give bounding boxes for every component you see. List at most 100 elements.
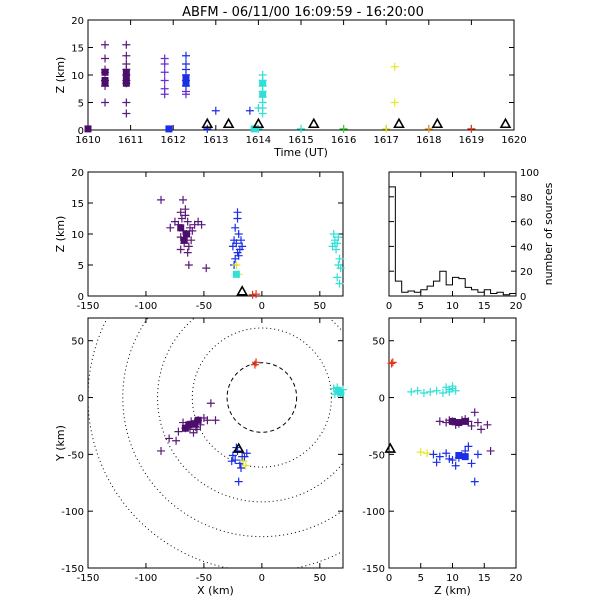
source-point: [234, 477, 243, 486]
source-cluster-marker: [461, 453, 469, 461]
range-ring: [226, 362, 298, 433]
x-tick-label: 1612: [160, 135, 185, 146]
y-axis-label: Y (km): [54, 425, 67, 462]
source-cluster-marker: [122, 79, 130, 87]
source-point: [467, 459, 476, 468]
source-point: [202, 264, 211, 273]
histogram-bar: [440, 271, 446, 296]
y-tick-label: 50: [372, 337, 385, 348]
source-point: [329, 230, 338, 238]
y-tick-label: 5: [78, 99, 84, 110]
y-tick-label: 15: [71, 199, 84, 210]
x-tick-label: 15: [478, 301, 491, 312]
y-tick-label: 60: [520, 218, 533, 229]
plot-frame: [87, 19, 515, 131]
source-cluster-marker: [461, 417, 469, 425]
source-point: [122, 51, 131, 60]
source-point: [245, 106, 254, 115]
source-point: [157, 446, 166, 455]
source-point: [335, 279, 344, 288]
histogram-bar: [421, 290, 427, 296]
histogram-bar: [402, 292, 408, 296]
range-ring: [191, 327, 332, 468]
source-cluster-marker: [183, 230, 191, 238]
x-tick-label: 1611: [118, 135, 143, 146]
x-tick-label: 0: [386, 573, 392, 584]
source-point: [432, 458, 441, 467]
time-height-panel: 1610 1611 1612 1613 1614 1615 1616 1617 1618 1619…: [54, 16, 527, 159]
x-axis-label: Z (km): [434, 584, 471, 597]
source-point: [445, 454, 454, 463]
source-point: [231, 223, 240, 232]
x-axis-label: Time (UT): [273, 146, 328, 159]
source-point: [238, 242, 247, 251]
source-point: [330, 239, 339, 248]
source-point: [426, 387, 435, 396]
histogram-bar: [433, 281, 439, 296]
source-point: [176, 245, 185, 254]
source-cluster-marker: [259, 90, 267, 98]
source-point: [470, 408, 479, 417]
source-point: [231, 254, 240, 263]
x-tick-label: 1616: [331, 135, 356, 146]
station-marker: [384, 442, 397, 453]
source-point: [333, 273, 342, 282]
source-point: [464, 442, 473, 451]
source-point: [176, 208, 185, 217]
y-tick-label: 0: [78, 126, 84, 137]
source-cluster-marker: [259, 79, 267, 87]
source-point: [451, 386, 460, 395]
x-tick-label: 1614: [246, 135, 271, 146]
x-tick-label: -50: [196, 301, 212, 312]
source-cluster-marker: [182, 79, 190, 87]
histogram-steps: [388, 186, 517, 296]
source-cluster-marker: [181, 424, 189, 432]
source-point: [203, 124, 212, 133]
station-marker: [232, 442, 245, 453]
figure-title: ABFM - 06/11/00 16:09:59 - 16:20:00: [182, 5, 424, 20]
x-tick-label: 1617: [373, 135, 398, 146]
source-point: [160, 60, 169, 68]
source-cluster-marker: [455, 452, 463, 459]
source-point: [419, 389, 428, 397]
x-tick-label: -50: [196, 573, 212, 584]
source-point: [232, 261, 241, 269]
source-point: [237, 464, 245, 472]
source-cluster-marker: [182, 74, 190, 82]
station-marker: [307, 117, 320, 129]
source-point: [184, 242, 193, 251]
histogram-bar: [465, 287, 471, 296]
x-tick-label: 0: [259, 573, 265, 584]
histogram-bar: [427, 286, 433, 296]
range-rings: [88, 318, 343, 568]
source-point: [413, 386, 422, 395]
source-point: [442, 449, 451, 458]
x-tick-label: 1620: [501, 135, 526, 146]
x-tick-label: 1619: [459, 135, 484, 146]
height-y-panel: 0 5 10 15 20 -150 -100 -50 0 50 Z (km): [362, 317, 522, 597]
x-height-panel: -150 -100 -50 0 50 0 5 10 15 20 Z (km): [54, 168, 345, 312]
x-tick-label: 50: [313, 301, 326, 312]
x-tick-label: 0: [386, 301, 392, 312]
x-tick-label: 0: [259, 301, 265, 312]
source-cluster-marker: [337, 389, 345, 397]
x-tick-label: -100: [135, 573, 158, 584]
y-tick-label: 0: [78, 292, 84, 303]
source-cluster-marker: [84, 125, 92, 133]
source-point: [211, 106, 220, 115]
y-tick-label: -150: [61, 564, 84, 575]
source-point: [157, 195, 166, 204]
source-point: [486, 446, 495, 455]
station-marker: [236, 285, 249, 296]
plot-frame: [388, 317, 517, 569]
source-point: [228, 242, 237, 251]
source-point: [435, 452, 444, 461]
source-point: [233, 214, 242, 223]
source-point: [181, 205, 190, 214]
source-cluster-marker: [194, 416, 202, 424]
y-tick-label: 15: [71, 44, 84, 55]
y-tick-label: 50: [71, 337, 84, 348]
source-point: [122, 109, 131, 118]
